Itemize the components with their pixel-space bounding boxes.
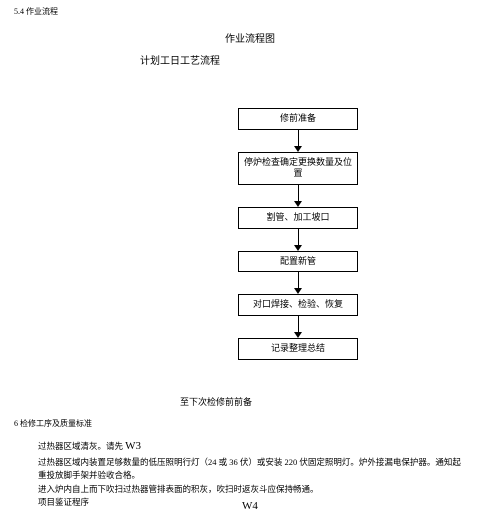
flowchart: 修前准备 停炉检查确定更换数量及位置 割管、加工坡口 配置新管 对口焊接、检验、… <box>238 108 358 360</box>
section6-title: 6 检修工序及质量标准 <box>14 418 92 429</box>
page-number: W4 <box>0 500 500 512</box>
flow-arrow <box>238 316 358 338</box>
flow-box-2: 停炉检查确定更换数量及位置 <box>238 152 358 185</box>
flow-box-3: 割管、加工坡口 <box>238 207 358 229</box>
flow-arrow <box>238 185 358 207</box>
flow-arrow <box>238 130 358 152</box>
flow-arrow <box>238 229 358 251</box>
section-number: 5.4 作业流程 <box>14 6 58 17</box>
flow-box-6: 记录整理总结 <box>238 338 358 360</box>
flow-box-1: 修前准备 <box>238 108 358 130</box>
body-line1-prefix: 过热器区域清灰。请先 <box>38 441 123 451</box>
flow-box-5: 对口焊接、检验、恢复 <box>238 294 358 316</box>
w3-label: W3 <box>125 440 141 452</box>
title-main: 作业流程图 <box>0 30 500 45</box>
flow-footer-note: 至下次检修前前备 <box>180 395 252 408</box>
flow-box-4: 配置新管 <box>238 251 358 273</box>
body-line-2: 过热器区域内装置足够数量的低压照明行灯（24 或 36 伏）或安装 220 伏固… <box>38 456 468 483</box>
flow-arrow <box>238 272 358 294</box>
body-line-3: 进入炉内自上而下吹扫过热器管排表面的积灰，吹扫时返灰斗应保持畅通。 <box>38 483 468 497</box>
body-line-1: 过热器区域清灰。请先 W3 <box>38 438 468 456</box>
title-subtitle: 计划工日工艺流程 <box>140 52 220 67</box>
